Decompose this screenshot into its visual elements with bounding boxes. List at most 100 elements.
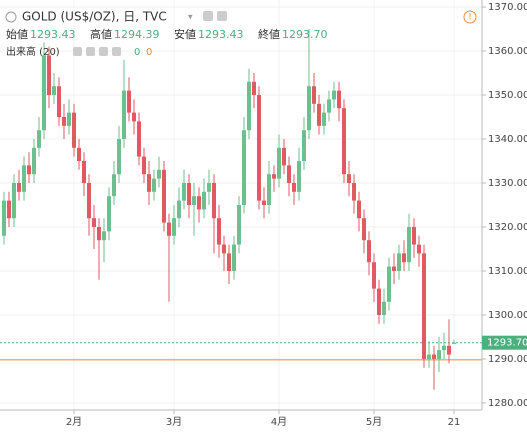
volume-value: 0 — [146, 47, 152, 58]
candle-body — [292, 183, 296, 192]
candle-body — [377, 288, 381, 315]
candle-body — [132, 112, 136, 122]
x-tick-label: 5月 — [366, 416, 382, 428]
candle-body — [307, 86, 311, 131]
candle-body — [197, 196, 201, 210]
candle-body — [172, 218, 176, 236]
candle-body — [87, 183, 91, 219]
x-tick-label: 2月 — [66, 416, 82, 428]
plot-area — [0, 0, 482, 410]
ohlc-value: 1293.43 — [30, 28, 76, 41]
icon[interactable] — [73, 47, 82, 56]
y-tick-label: 1330.00 — [488, 178, 527, 189]
ohlc-value: 1294.39 — [114, 28, 160, 41]
alert-icon[interactable] — [463, 10, 477, 24]
candle-body — [332, 90, 336, 100]
candle-body — [452, 342, 456, 344]
candle-body — [187, 183, 191, 205]
candle-body — [242, 130, 246, 205]
symbol-title: GOLD (US$/OZ), 日, TVC — [22, 10, 167, 24]
candle-body — [422, 253, 426, 359]
candle-body — [127, 90, 131, 113]
candle-body — [392, 266, 396, 271]
candle-body — [382, 301, 386, 315]
y-tick-label: 1310.00 — [488, 266, 527, 277]
y-tick-label: 1290.00 — [488, 354, 527, 365]
candle-body — [107, 196, 111, 232]
alert-mark: ! — [468, 13, 472, 23]
symbol-icon[interactable] — [5, 11, 17, 23]
candle-body — [417, 244, 421, 254]
candle-body — [442, 345, 446, 351]
candle-body — [207, 183, 211, 192]
candle-body — [232, 244, 236, 271]
candle-body — [432, 354, 436, 359]
ohlc-label: 終値 — [258, 27, 280, 41]
candle-body — [367, 240, 371, 263]
candle-body — [267, 174, 271, 205]
candle-body — [427, 354, 431, 359]
y-tick-label: 1360.00 — [488, 46, 527, 57]
last-price-tag — [482, 335, 527, 350]
candle-body — [327, 99, 331, 113]
candle-body — [2, 200, 6, 236]
candle-body — [97, 226, 101, 241]
candle-body — [362, 218, 366, 241]
close-icon[interactable] — [217, 11, 227, 21]
icon[interactable] — [99, 47, 108, 56]
candle-body — [112, 174, 116, 197]
volume-label: 出来高 (20) — [6, 45, 60, 58]
candle-body — [252, 81, 256, 96]
candle-body — [407, 226, 411, 263]
candle-body — [47, 55, 51, 96]
candle-body — [297, 161, 301, 192]
x-tick-label: 21 — [448, 417, 461, 428]
candle-body — [122, 90, 126, 140]
candle-body — [57, 86, 61, 118]
candle-body — [167, 222, 171, 236]
candle-body — [247, 81, 251, 131]
candle-body — [217, 218, 221, 245]
candle-body — [72, 112, 76, 148]
y-tick-label: 1300.00 — [488, 310, 527, 321]
candle-body — [137, 121, 141, 157]
candle-body — [447, 345, 451, 355]
icon[interactable] — [86, 47, 95, 56]
settings-icon[interactable] — [203, 11, 213, 21]
candle-body — [27, 165, 31, 175]
x-tick-label: 3月 — [166, 416, 182, 428]
y-tick-label: 1320.00 — [488, 222, 527, 233]
candle-body — [157, 169, 161, 179]
y-tick-label: 1350.00 — [488, 90, 527, 101]
candle-body — [347, 174, 351, 184]
y-tick-label: 1340.00 — [488, 134, 527, 145]
candle-body — [12, 183, 16, 219]
candle-body — [337, 90, 341, 109]
candle-body — [212, 183, 216, 219]
candle-body — [302, 130, 306, 162]
candle-body — [42, 55, 46, 131]
ohlc-legend: 始値 1293.43 高値 1294.39 安値 1293.43 終値 1293.70 — [6, 27, 328, 41]
candle-body — [7, 200, 11, 219]
candle-body — [222, 244, 226, 254]
candle-body — [177, 200, 181, 219]
ohlc-label: 安値 — [174, 27, 196, 41]
candle-body — [412, 226, 416, 245]
candle-body — [162, 169, 166, 223]
ohlc-label: 始値 — [6, 27, 28, 41]
candle-body — [147, 174, 151, 192]
candle-body — [402, 253, 406, 263]
candle-body — [272, 174, 276, 179]
dropdown-arrow[interactable]: ▾ — [188, 13, 193, 23]
candle-body — [182, 183, 186, 201]
icon[interactable] — [112, 47, 121, 56]
candle-body — [257, 95, 261, 201]
ohlc-label: 高値 — [90, 27, 112, 41]
candle-body — [202, 191, 206, 210]
candle-body — [37, 130, 41, 148]
candle-body — [397, 253, 401, 271]
candle-body — [82, 161, 86, 184]
candle-body — [102, 231, 106, 241]
y-tick-label: 1370.00 — [488, 2, 527, 13]
